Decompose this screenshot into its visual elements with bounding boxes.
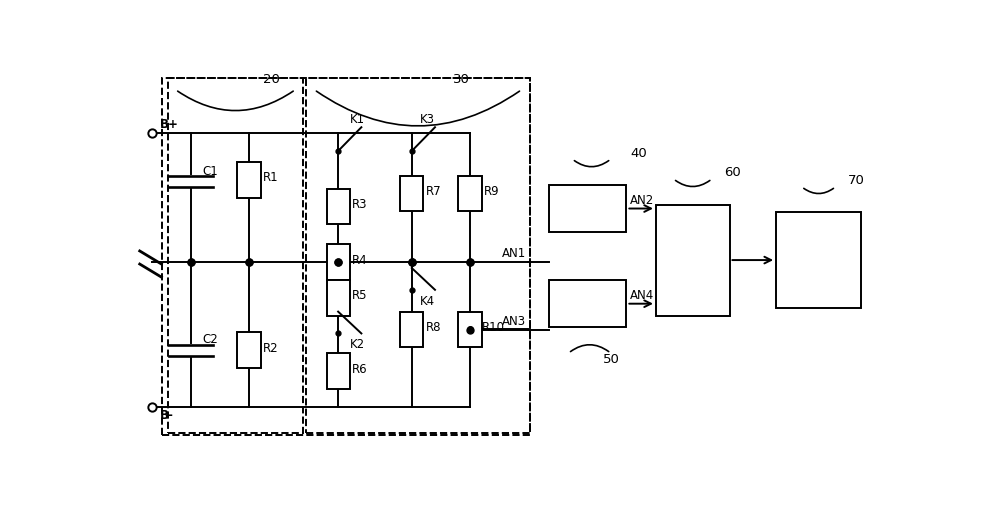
- Text: R6: R6: [352, 363, 368, 375]
- Text: R10: R10: [482, 321, 505, 334]
- Text: R1: R1: [263, 171, 279, 184]
- Text: 波模块: 波模块: [576, 210, 599, 223]
- Bar: [326, 188, 350, 225]
- Text: AN2: AN2: [630, 194, 655, 207]
- Text: B+: B+: [160, 118, 179, 131]
- Bar: [237, 162, 261, 198]
- Bar: [656, 204, 730, 316]
- Text: R8: R8: [426, 321, 441, 334]
- Text: 50: 50: [603, 353, 620, 366]
- Text: R2: R2: [263, 342, 279, 355]
- Bar: [776, 213, 861, 307]
- Text: 20: 20: [263, 73, 279, 86]
- Text: R7: R7: [426, 185, 441, 198]
- Text: 30: 30: [453, 73, 470, 86]
- Text: 多路: 多路: [685, 216, 700, 229]
- Text: AN4: AN4: [630, 289, 655, 302]
- Text: K2: K2: [350, 338, 365, 351]
- Text: K4: K4: [420, 295, 435, 307]
- Text: 第二滤: 第二滤: [576, 289, 599, 302]
- Bar: [549, 185, 626, 232]
- Bar: [400, 176, 423, 212]
- Bar: [400, 312, 423, 347]
- Text: K3: K3: [420, 113, 434, 127]
- Bar: [458, 176, 482, 212]
- Text: 第一滤: 第一滤: [576, 194, 599, 207]
- Text: 波模块: 波模块: [576, 305, 599, 318]
- Text: 转换: 转换: [811, 253, 827, 267]
- Text: R4: R4: [352, 253, 368, 267]
- Text: 60: 60: [724, 166, 740, 179]
- Text: 40: 40: [630, 146, 647, 160]
- Text: B-: B-: [160, 409, 174, 422]
- Text: 模块: 模块: [811, 278, 827, 290]
- Bar: [237, 333, 261, 368]
- Text: R5: R5: [352, 289, 368, 302]
- Text: R9: R9: [484, 185, 499, 198]
- Bar: [326, 353, 350, 389]
- Bar: [549, 280, 626, 328]
- Text: 70: 70: [848, 174, 865, 187]
- Text: AN3: AN3: [502, 316, 526, 329]
- Text: 开关: 开关: [685, 267, 700, 281]
- Text: AN1: AN1: [502, 247, 526, 260]
- Bar: [162, 78, 530, 435]
- Text: 模数: 模数: [811, 230, 827, 243]
- Bar: [326, 280, 350, 316]
- Text: C2: C2: [202, 333, 218, 346]
- Text: R3: R3: [352, 198, 368, 211]
- Text: C1: C1: [202, 165, 218, 178]
- Text: 选择: 选择: [685, 242, 700, 255]
- Bar: [306, 78, 530, 433]
- Text: K1: K1: [350, 113, 365, 127]
- Text: 模块: 模块: [685, 293, 700, 306]
- Bar: [458, 312, 482, 347]
- Bar: [168, 78, 303, 433]
- Bar: [326, 244, 350, 280]
